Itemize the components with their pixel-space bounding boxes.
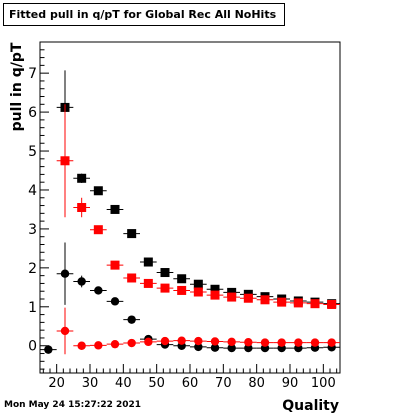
x-tick-label: 60: [182, 376, 199, 391]
data-series: [40, 70, 340, 355]
square-marker: [327, 299, 337, 309]
circle-marker: [127, 315, 136, 324]
square-marker: [210, 290, 220, 300]
circle-marker: [244, 338, 253, 347]
circle-marker: [327, 338, 336, 347]
circle-marker: [227, 337, 236, 347]
timestamp: Mon May 24 15:27:22 2021: [4, 400, 142, 410]
y-tick-label: 6: [28, 105, 37, 121]
circle-marker: [210, 343, 220, 352]
x-tick-label: 80: [248, 376, 265, 391]
circle-marker: [60, 269, 70, 278]
square-marker: [260, 295, 270, 305]
circle-marker: [294, 338, 303, 347]
circle-marker: [277, 338, 286, 347]
circle-marker: [194, 342, 203, 352]
square-marker: [143, 257, 153, 267]
circle-marker: [77, 277, 86, 286]
circle-marker: [94, 341, 103, 350]
square-marker: [77, 203, 87, 212]
square-marker: [143, 278, 153, 288]
y-tick-label: 7: [28, 66, 37, 82]
y-tick-label: 1: [28, 300, 37, 316]
y-tick-label: 3: [28, 222, 37, 238]
series-4: [56, 307, 340, 355]
square-marker: [277, 297, 287, 307]
square-marker: [293, 298, 303, 308]
circle-marker: [244, 343, 253, 353]
circle-marker: [210, 337, 220, 346]
square-marker: [93, 225, 103, 235]
circle-marker: [110, 339, 120, 349]
square-marker: [127, 273, 137, 283]
y-tick-label: 4: [28, 183, 37, 199]
chart-title: Fitted pull in q/pT for Global Rec All N…: [3, 3, 285, 26]
circle-marker: [144, 337, 153, 347]
square-marker: [243, 293, 253, 303]
circle-marker: [310, 338, 320, 347]
square-marker: [193, 279, 203, 289]
square-marker: [160, 283, 170, 293]
x-tick-label: 20: [48, 376, 65, 391]
circle-marker: [127, 338, 136, 348]
y-axis-label: pull in q/pT: [9, 42, 25, 131]
circle-marker: [60, 326, 70, 336]
circle-marker: [44, 345, 53, 354]
circle-marker: [260, 338, 270, 347]
axis-ticks: 20 30 40 50 60 70 80 90 100 0 1 2 3 4 5 6 7: [28, 49, 338, 391]
x-tick-label: 70: [215, 376, 232, 391]
y-tick-label: 5: [28, 144, 37, 160]
x-tick-label: 40: [115, 376, 132, 391]
square-marker: [160, 268, 170, 278]
square-marker: [177, 274, 187, 284]
square-marker: [227, 287, 237, 297]
x-tick-label: 50: [148, 376, 165, 391]
square-marker: [110, 260, 120, 270]
circle-marker: [77, 341, 86, 350]
square-marker: [227, 292, 237, 302]
square-marker: [177, 285, 187, 295]
circle-marker: [94, 286, 103, 295]
circle-marker: [227, 343, 236, 353]
x-tick-label: 90: [282, 376, 299, 391]
circle-marker: [194, 336, 203, 346]
square-marker: [193, 287, 203, 297]
square-marker: [93, 186, 103, 196]
square-marker: [127, 229, 137, 239]
square-marker: [310, 299, 320, 309]
square-marker: [60, 156, 70, 166]
x-axis-label: Quality: [282, 398, 339, 414]
x-tick-label: 30: [82, 376, 99, 391]
circle-marker: [177, 336, 186, 345]
square-marker: [210, 284, 220, 294]
square-marker: [77, 173, 87, 183]
series-2: [56, 104, 340, 309]
square-marker: [110, 204, 120, 214]
y-tick-label: 0: [28, 339, 37, 355]
circle-marker: [110, 297, 120, 306]
y-tick-label: 2: [28, 261, 37, 277]
x-tick-label: 100: [311, 376, 336, 391]
circle-marker: [160, 336, 170, 346]
